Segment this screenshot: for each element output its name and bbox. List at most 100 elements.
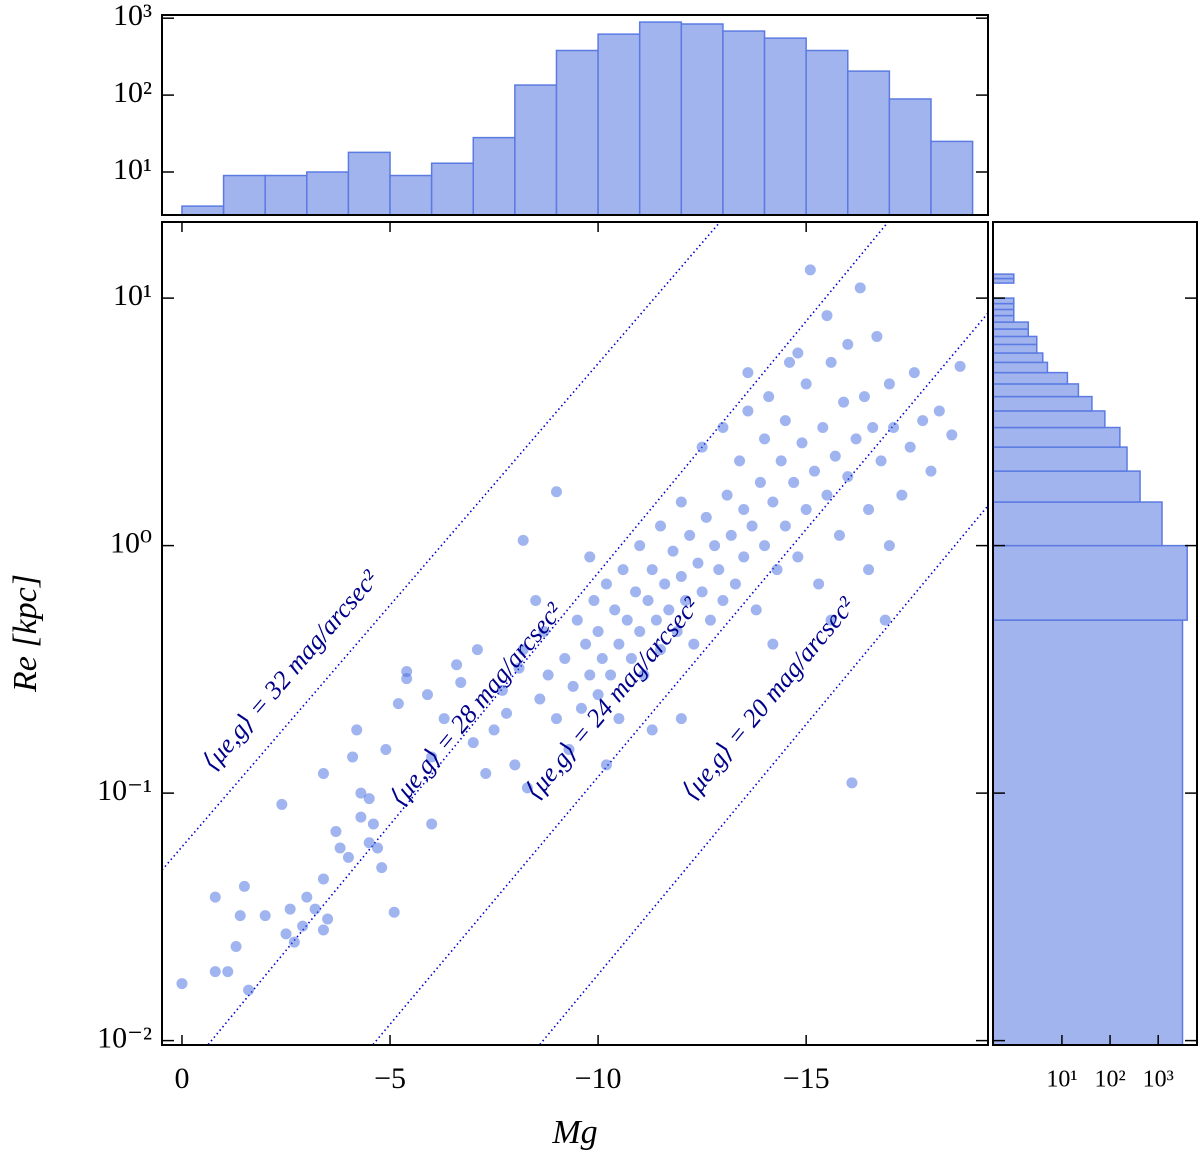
scatter-point [700,511,712,523]
histogram-bar [993,352,1044,364]
x-tick-label: 10² [1094,1067,1125,1093]
histogram-bar [993,343,1038,354]
scatter-point [363,793,375,805]
scatter-point [480,768,492,780]
scatter-point [675,571,687,583]
scatter-point [842,471,854,483]
scatter-point [592,689,604,701]
scatter-point [750,604,762,616]
y-tick-label: 10¹ [113,153,152,186]
y-tick-label: 10⁻¹ [97,774,152,807]
scatter-point [738,551,750,563]
scatter-point [821,310,833,322]
scatter-point [176,978,188,990]
scatter-point [904,441,916,453]
scatter-point [754,476,766,488]
scatter-point [334,842,346,854]
scatter-point [367,818,379,830]
scatter-point [630,586,642,598]
scatter-point [933,405,945,417]
scatter-point [517,534,529,546]
plot-area [181,21,974,215]
scatter-point [883,378,895,390]
histogram-bar [763,37,807,215]
scatter-point [667,545,679,557]
scatter-point [584,669,596,681]
histogram-bar [993,383,1080,398]
scatter-point [355,811,367,823]
scatter-point [850,433,862,445]
scatter-point [571,614,583,626]
scatter-point [317,924,329,936]
scatter-point [896,489,908,501]
histogram-bar [514,84,558,215]
scatter-point [655,520,667,532]
scatter-point [234,910,246,922]
scatter-point [825,614,837,626]
scatter-point [879,614,891,626]
scatter-point [804,264,816,276]
scatter-point [280,928,292,940]
scatter-point [621,614,633,626]
scatter-point [688,638,700,650]
scatter-point [209,966,221,978]
scatter-point [351,724,363,736]
scatter-point [322,913,334,925]
scatter-point [243,984,255,996]
scatter-point [501,707,513,719]
scatter-point [646,724,658,736]
scatter-point [646,564,658,576]
scatter-point [792,347,804,359]
histogram-bar [930,140,974,215]
scatter-point [779,520,791,532]
scatter-point [455,676,467,688]
scatter-point [230,941,242,953]
scatter-point [580,638,592,650]
scatter-point [317,768,329,780]
axes-frame [161,221,989,1046]
histogram-bar [472,136,516,215]
scatter-point [800,378,812,390]
scatter-point [301,891,313,903]
scatter-point [613,713,625,725]
scatter-point [567,680,579,692]
scatter-point [713,564,725,576]
scatter-point [471,644,483,656]
scatter-point [659,578,671,590]
scatter-point [788,476,800,488]
x-tick-label: 0 [174,1062,189,1095]
scatter-point [725,529,737,541]
histogram-bar [993,321,1030,330]
scatter-point [917,415,929,427]
scatter-point [550,713,562,725]
scatter-point [771,564,783,576]
scatter-point [729,578,741,590]
scatter-point [825,356,837,368]
scatter-point [838,396,850,408]
scatter-point [297,920,309,932]
y-tick-label: 10³ [113,0,152,32]
histogram-bar [680,23,724,215]
scatter-point [883,540,895,552]
x-tick-label: −10 [575,1062,622,1095]
scatter-point [908,367,920,379]
scatter-point [650,614,662,626]
scatter-point [721,489,733,501]
scatter-point [284,903,296,915]
y-axis-label: Re [kpc] [7,574,44,693]
scatter-point [380,744,392,756]
scatter-point [888,422,900,434]
scatter-point [821,489,833,501]
line-label: ⟨μe,g⟩ = 20 mag/arcsec² [676,590,862,805]
scatter-point [871,330,883,342]
scatter-point [675,496,687,508]
histogram-bar [993,470,1141,503]
x-tick-label: −15 [783,1062,830,1095]
scatter-point [734,455,746,467]
scatter-point [767,638,779,650]
scatter-point [451,659,463,671]
scatter-point [575,702,587,714]
scatter-point [276,798,288,810]
histogram-bar [389,174,433,215]
